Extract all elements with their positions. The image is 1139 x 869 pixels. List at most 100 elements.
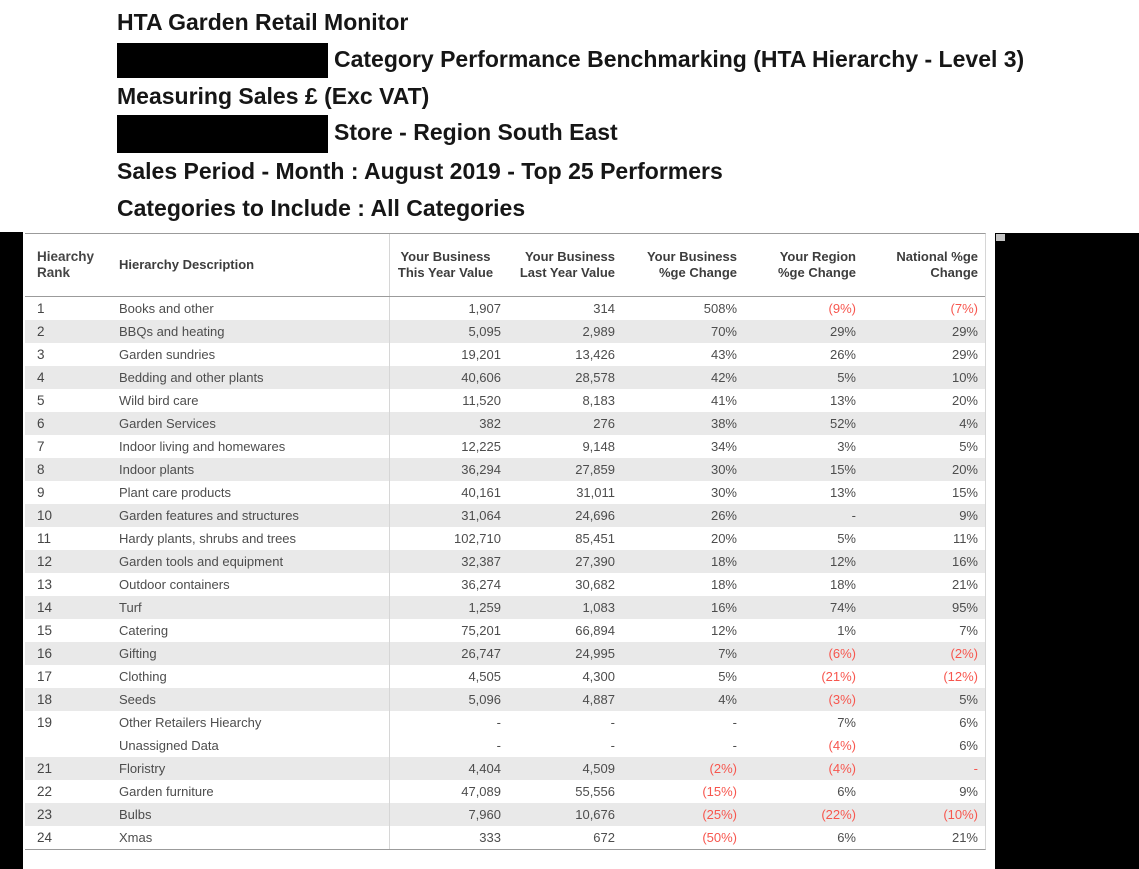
table-row[interactable]: 4 Bedding and other plants 40,606 28,578… (25, 366, 985, 389)
value-cell[interactable]: 30,682 (575, 577, 615, 592)
value-cell[interactable]: 52% (829, 416, 856, 431)
rank-cell[interactable]: 16 (37, 646, 53, 661)
rank-cell[interactable]: 13 (37, 577, 53, 592)
table-row[interactable]: 5 Wild bird care 11,520 8,183 41% 13% 20… (25, 389, 985, 412)
value-cell[interactable]: 2,989 (582, 324, 615, 339)
value-cell[interactable]: 5% (959, 692, 978, 707)
value-cell[interactable]: (3%) (828, 692, 856, 707)
value-cell[interactable]: 10% (951, 370, 978, 385)
value-cell[interactable]: (4%) (828, 761, 856, 776)
description-cell[interactable]: BBQs and heating (119, 324, 225, 339)
description-cell[interactable]: Xmas (119, 830, 153, 845)
value-cell[interactable]: 4,404 (389, 757, 508, 780)
description-cell[interactable]: Bedding and other plants (119, 370, 264, 385)
table-row[interactable]: 23 Bulbs 7,960 10,676 (25%) (22%) (10%) (25, 803, 985, 826)
rank-cell[interactable]: 19 (37, 715, 53, 730)
rank-cell[interactable]: 1 (37, 301, 45, 316)
table-row[interactable]: 16 Gifting 26,747 24,995 7% (6%) (2%) (25, 642, 985, 665)
table-row[interactable]: 19 Other Retailers Hiearchy - - - 7% 6% (25, 711, 985, 734)
rank-cell[interactable]: 21 (37, 761, 53, 776)
value-cell[interactable]: 31,064 (389, 504, 508, 527)
value-cell[interactable]: 26% (710, 508, 737, 523)
value-cell[interactable]: 6% (959, 738, 978, 753)
rank-cell[interactable]: 17 (37, 669, 53, 684)
table-row[interactable]: 18 Seeds 5,096 4,887 4% (3%) 5% (25, 688, 985, 711)
table-row[interactable]: 17 Clothing 4,505 4,300 5% (21%) (12%) (25, 665, 985, 688)
value-cell[interactable]: 11% (952, 531, 978, 546)
rank-cell[interactable]: 14 (37, 600, 53, 615)
description-cell[interactable]: Catering (119, 623, 169, 638)
value-cell[interactable]: 6% (959, 715, 978, 730)
value-cell[interactable]: 27,859 (575, 462, 615, 477)
table-row[interactable]: 1 Books and other 1,907 314 508% (9%) (7… (25, 297, 985, 320)
value-cell[interactable]: (15%) (702, 784, 737, 799)
value-cell[interactable]: 12,225 (389, 435, 508, 458)
rank-cell[interactable]: 5 (37, 393, 45, 408)
value-cell[interactable]: 15% (829, 462, 856, 477)
value-cell[interactable]: 9% (959, 508, 978, 523)
value-cell[interactable]: 24,696 (575, 508, 615, 523)
value-cell[interactable]: 30% (710, 462, 737, 477)
value-cell[interactable]: 9,148 (582, 439, 615, 454)
rank-cell[interactable]: 12 (37, 554, 53, 569)
rank-cell[interactable]: 8 (37, 462, 45, 477)
description-cell[interactable]: Gifting (119, 646, 157, 661)
value-cell[interactable]: - (973, 761, 978, 776)
value-cell[interactable]: - (610, 738, 615, 753)
value-cell[interactable]: (21%) (821, 669, 856, 684)
value-cell[interactable]: 4% (959, 416, 978, 431)
description-cell[interactable]: Unassigned Data (119, 738, 219, 753)
table-row[interactable]: 2 BBQs and heating 5,095 2,989 70% 29% 2… (25, 320, 985, 343)
description-cell[interactable]: Plant care products (119, 485, 232, 500)
table-row[interactable]: 22 Garden furniture 47,089 55,556 (15%) … (25, 780, 985, 803)
value-cell[interactable]: (10%) (943, 807, 978, 822)
value-cell[interactable]: 70% (710, 324, 737, 339)
value-cell[interactable]: (2%) (950, 646, 978, 661)
value-cell[interactable]: 43% (710, 347, 737, 362)
value-cell[interactable]: 4,887 (582, 692, 615, 707)
table-row[interactable]: 9 Plant care products 40,161 31,011 30% … (25, 481, 985, 504)
value-cell[interactable]: 4,505 (389, 665, 508, 688)
value-cell[interactable]: 8,183 (582, 393, 615, 408)
description-cell[interactable]: Books and other (119, 301, 214, 316)
value-cell[interactable]: 5% (837, 370, 856, 385)
value-cell[interactable]: 333 (389, 826, 508, 849)
rank-cell[interactable]: 11 (37, 531, 52, 546)
rank-cell[interactable]: 3 (37, 347, 45, 362)
value-cell[interactable]: 18% (710, 554, 737, 569)
value-cell[interactable]: 276 (593, 416, 615, 431)
value-cell[interactable]: 1,083 (582, 600, 615, 615)
rank-cell[interactable]: 18 (37, 692, 53, 707)
value-cell[interactable]: (22%) (821, 807, 856, 822)
value-cell[interactable]: 15% (951, 485, 978, 500)
description-cell[interactable]: Bulbs (119, 807, 152, 822)
value-cell[interactable]: 18% (710, 577, 737, 592)
description-cell[interactable]: Outdoor containers (119, 577, 230, 592)
description-cell[interactable]: Wild bird care (119, 393, 199, 408)
value-cell[interactable]: 12% (710, 623, 737, 638)
value-cell[interactable]: 20% (951, 462, 978, 477)
value-cell[interactable]: 24,995 (575, 646, 615, 661)
column-header-description[interactable]: Hierarchy Description (118, 234, 389, 296)
description-cell[interactable]: Garden features and structures (119, 508, 299, 523)
value-cell[interactable]: 20% (951, 393, 978, 408)
value-cell[interactable]: 26,747 (389, 642, 508, 665)
value-cell[interactable]: (6%) (828, 646, 856, 661)
value-cell[interactable]: - (610, 715, 615, 730)
value-cell[interactable]: 3% (837, 439, 856, 454)
column-header-region-change[interactable]: Your Region %ge Change (744, 234, 863, 296)
rank-cell[interactable]: 2 (37, 324, 45, 339)
value-cell[interactable]: 5% (837, 531, 856, 546)
description-cell[interactable]: Hardy plants, shrubs and trees (119, 531, 297, 546)
column-header-last-year-value[interactable]: Your Business Last Year Value (508, 234, 622, 296)
value-cell[interactable]: 85,451 (575, 531, 615, 546)
rank-cell[interactable]: 15 (37, 623, 53, 638)
column-header-rank[interactable]: Hiearchy Rank (25, 234, 118, 296)
value-cell[interactable]: 36,274 (389, 573, 508, 596)
table-row[interactable]: 14 Turf 1,259 1,083 16% 74% 95% (25, 596, 985, 619)
value-cell[interactable]: (7%) (950, 301, 978, 316)
table-row[interactable]: 15 Catering 75,201 66,894 12% 1% 7% (25, 619, 985, 642)
table-row[interactable]: Unassigned Data - - - (4%) 6% (25, 734, 985, 757)
value-cell[interactable]: 7% (837, 715, 856, 730)
value-cell[interactable]: 5% (718, 669, 737, 684)
